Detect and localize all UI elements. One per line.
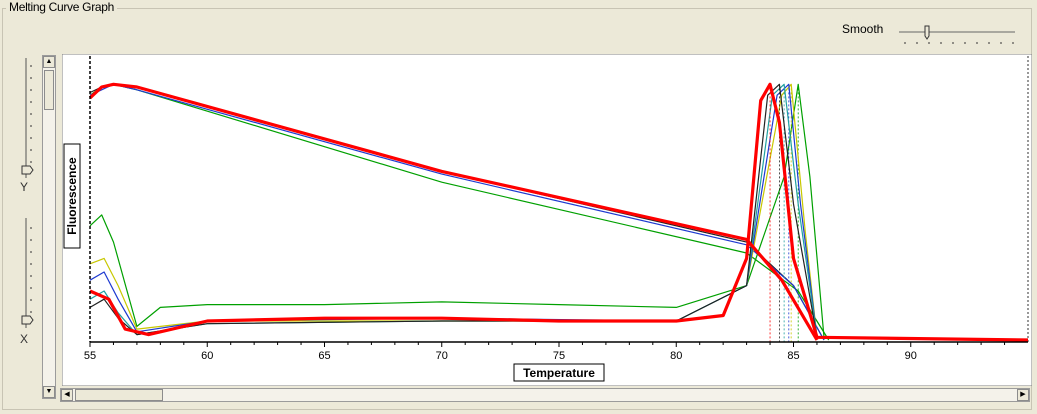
derivative-peak-line-5: [89, 83, 1029, 341]
zoom-sliders[interactable]: [21, 58, 35, 392]
y-zoom-label: Y: [20, 180, 29, 194]
x-tick-label: 60: [201, 350, 213, 362]
vertical-scroll-thumb[interactable]: [44, 70, 54, 110]
x-tick-label: 75: [553, 350, 565, 362]
scroll-up-arrow-icon[interactable]: ▲: [43, 56, 55, 68]
x-tick-label: 80: [670, 350, 682, 362]
x-tick-label: 70: [436, 350, 448, 362]
scroll-left-arrow-icon[interactable]: ◀: [61, 389, 73, 401]
x-tick-label: 65: [318, 350, 330, 362]
y-axis-label-box: Fluorescence: [63, 143, 81, 249]
group-title: Melting Curve Graph: [6, 0, 118, 14]
smooth-slider-ticks: [904, 42, 1014, 44]
y-axis-label: Fluorescence: [65, 157, 79, 235]
x-zoom-thumb[interactable]: [21, 315, 34, 325]
x-zoom-ticks: [30, 227, 32, 313]
y-zoom-thumb[interactable]: [21, 165, 34, 175]
x-zoom-label: X: [20, 332, 29, 346]
x-tick-label: 55: [84, 350, 96, 362]
x-axis-label-box: Temperature: [513, 363, 605, 382]
vertical-scrollbar[interactable]: ▲ ▼: [42, 55, 56, 399]
horizontal-scrollbar[interactable]: ◀ ▶: [60, 388, 1030, 402]
x-tick-label: 85: [787, 350, 799, 362]
plot-area: [62, 54, 1032, 386]
horizontal-scroll-thumb[interactable]: [75, 389, 163, 401]
x-tick-label: 90: [905, 350, 917, 362]
scroll-down-arrow-icon[interactable]: ▼: [43, 386, 55, 398]
x-axis-label: Temperature: [523, 366, 595, 380]
y-zoom-ticks: [30, 65, 32, 163]
smooth-label: Smooth: [842, 22, 884, 36]
melt-curve-line-3: [89, 83, 825, 341]
melting-curve-chart: 55 60 65 70 75 80 85 90 Fluorescence Temperatur…: [62, 54, 1032, 386]
melt-curve-line-0: [88, 82, 819, 341]
smooth-slider[interactable]: [895, 22, 1019, 48]
x-tick-layer: 55 60 65 70 75 80 85 90: [84, 342, 1006, 362]
scroll-right-arrow-icon[interactable]: ▶: [1017, 389, 1029, 401]
series-layer: [88, 82, 1029, 342]
smooth-slider-thumb[interactable]: [924, 25, 930, 40]
derivative-peak-line-4: [89, 82, 1029, 342]
